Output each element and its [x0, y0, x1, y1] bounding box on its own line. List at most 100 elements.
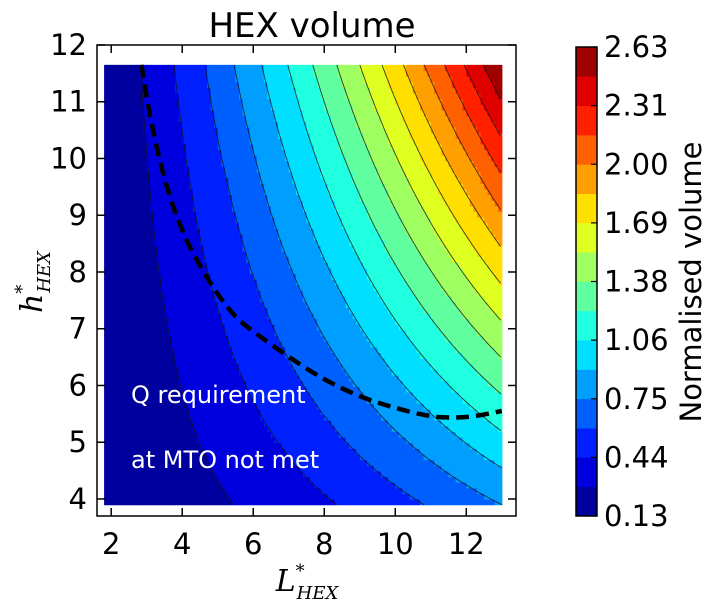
contour-cell [285, 279, 290, 286]
contour-cell [274, 329, 279, 337]
contour-cell [153, 403, 158, 410]
contour-cell [285, 403, 290, 410]
contour-cell [231, 459, 237, 466]
contour-cell [260, 166, 265, 173]
contour-cell [292, 312, 297, 320]
contour-cell [242, 262, 247, 269]
contour-cell [263, 352, 269, 359]
contour-cell [207, 482, 212, 489]
contour-cell [263, 436, 269, 444]
contour-cell [278, 301, 283, 308]
contour-cell [160, 211, 166, 218]
contour-cell [217, 425, 222, 432]
contour-cell [164, 335, 169, 342]
contour-cell [281, 380, 286, 387]
contour-cell [189, 442, 194, 449]
contour-cell [221, 487, 226, 494]
contour-cell [125, 228, 130, 235]
contour-cell [185, 256, 190, 263]
contour-cell [203, 403, 208, 410]
contour-cell [118, 87, 123, 94]
contour-cell [196, 166, 201, 173]
contour-cell [192, 296, 198, 303]
contour-cell [121, 98, 127, 105]
contour-cell [114, 352, 119, 359]
contour-cell [107, 250, 112, 258]
contour-cell [128, 143, 134, 151]
contour-cell [239, 442, 244, 449]
contour-cell [175, 279, 180, 286]
contour-cell [324, 391, 329, 399]
contour-cell [210, 307, 215, 314]
contour-cell [157, 279, 162, 286]
contour-cell [253, 431, 258, 438]
contour-cell [285, 431, 290, 438]
contour-cell [132, 335, 137, 342]
contour-cell [146, 217, 151, 224]
contour-cell [185, 149, 190, 156]
contour-cell [210, 143, 215, 151]
contour-cell [260, 228, 265, 235]
contour-cell [310, 453, 315, 461]
contour-cell [132, 93, 137, 100]
contour-cell [274, 380, 279, 387]
contour-cell [153, 335, 158, 342]
contour-cell [302, 380, 308, 387]
contour-cell [104, 470, 109, 478]
contour-cell [132, 143, 137, 151]
contour-cell [228, 499, 233, 506]
contour-cell [168, 284, 173, 291]
contour-cell [210, 476, 215, 483]
contour-cell [118, 465, 123, 472]
contour-cell [302, 397, 308, 404]
contour-cell [189, 420, 194, 427]
contour-cell [168, 183, 173, 190]
contour-cell [267, 70, 272, 77]
contour-cell [125, 222, 130, 229]
contour-cell [239, 93, 244, 100]
contour-cell [164, 194, 169, 201]
contour-cell [317, 70, 322, 77]
contour-cell [189, 335, 194, 342]
contour-cell [320, 414, 325, 421]
contour-cell [150, 374, 155, 382]
contour-cell [231, 188, 237, 196]
contour-cell [267, 256, 272, 263]
contour-cell [139, 374, 144, 382]
contour-cell [302, 115, 308, 122]
contour-cell [260, 205, 265, 213]
contour-cell [302, 70, 308, 77]
contour-cell [175, 397, 180, 404]
contour-cell [274, 369, 279, 376]
contour-cell [299, 329, 304, 337]
contour-cell [288, 499, 293, 506]
contour-cell [228, 453, 233, 461]
contour-cell [270, 391, 276, 399]
contour-cell [263, 109, 269, 117]
contour-cell [295, 279, 300, 286]
contour-cell [320, 200, 325, 207]
contour-cell [317, 284, 322, 291]
contour-cell [104, 171, 109, 179]
contour-cell [128, 205, 134, 213]
contour-cell [199, 115, 205, 122]
contour-cell [111, 234, 116, 241]
contour-cell [239, 211, 244, 218]
contour-cell [104, 222, 109, 229]
contour-cell [192, 324, 198, 331]
contour-cell [278, 250, 283, 258]
contour-cell [231, 70, 237, 77]
contour-cell [224, 211, 229, 218]
contour-cell [239, 121, 244, 128]
contour-cell [274, 420, 279, 427]
contour-cell [175, 425, 180, 432]
contour-cell [306, 324, 311, 331]
contour-cell [320, 183, 325, 190]
contour-cell [278, 109, 283, 117]
contour-cell [228, 374, 233, 382]
contour-cell [231, 262, 237, 269]
contour-cell [189, 205, 194, 213]
contour-cell [224, 369, 229, 376]
contour-cell [313, 160, 318, 167]
contour-cell [107, 386, 112, 393]
